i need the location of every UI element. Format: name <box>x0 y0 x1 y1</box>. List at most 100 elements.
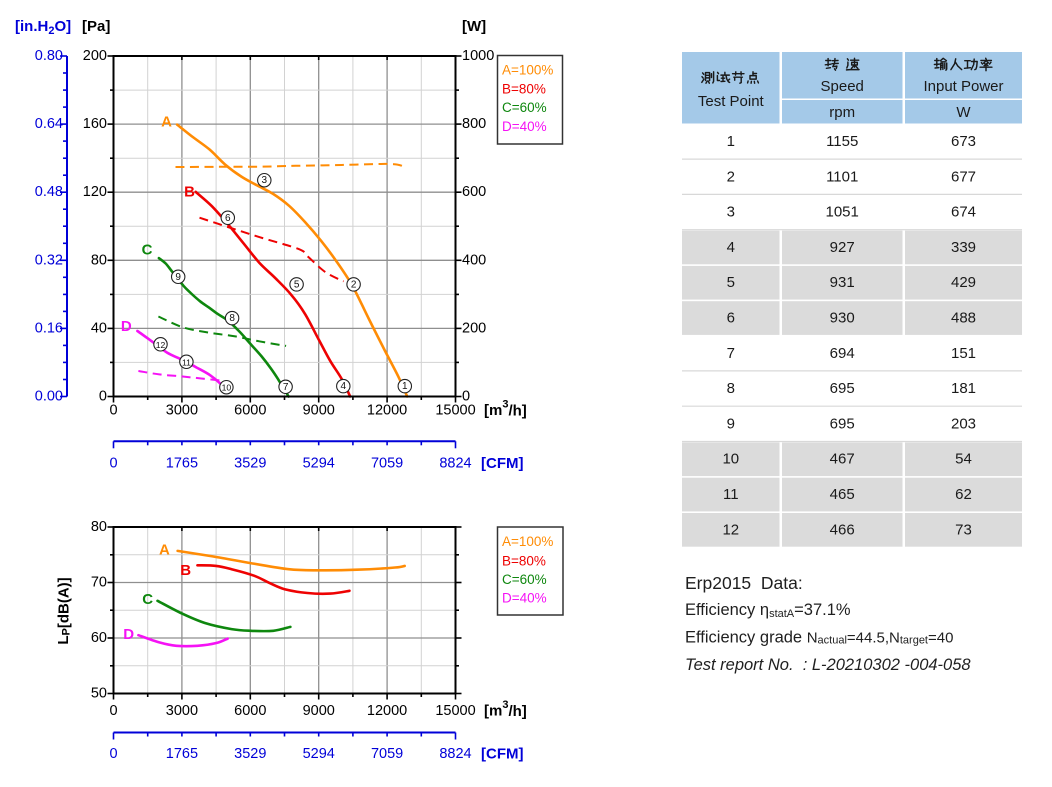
svg-text:5294: 5294 <box>303 746 335 762</box>
svg-text:1765: 1765 <box>166 456 198 472</box>
svg-text:677: 677 <box>951 168 976 185</box>
svg-text:A=100%: A=100% <box>502 63 553 78</box>
svg-text:[m3/h]: [m3/h] <box>484 699 527 720</box>
svg-text:Test report No. : L-20210302: Test report No. : L-20210302 -004-058 <box>685 656 971 674</box>
svg-text:[CFM]: [CFM] <box>481 455 523 472</box>
svg-text:[in.H2O]: [in.H2O] <box>15 18 71 37</box>
svg-text:80: 80 <box>91 252 107 268</box>
svg-text:A: A <box>161 114 172 131</box>
svg-text:1000: 1000 <box>462 48 494 64</box>
svg-text:0: 0 <box>462 389 470 405</box>
svg-text:429: 429 <box>951 274 976 291</box>
svg-text:11: 11 <box>723 486 739 503</box>
svg-text:0: 0 <box>99 389 107 405</box>
svg-text:7059: 7059 <box>371 746 403 762</box>
svg-text:40: 40 <box>91 320 107 336</box>
svg-text:4: 4 <box>727 239 735 256</box>
svg-text:[CFM]: [CFM] <box>481 746 523 763</box>
svg-text:1: 1 <box>402 381 408 392</box>
svg-text:1101: 1101 <box>826 168 858 185</box>
svg-text:600: 600 <box>462 184 486 200</box>
svg-text:695: 695 <box>830 380 855 397</box>
svg-text:3529: 3529 <box>234 746 266 762</box>
svg-text:9000: 9000 <box>303 703 335 719</box>
svg-text:Erp2015 Data:: Erp2015 Data: <box>685 573 803 593</box>
svg-text:2: 2 <box>351 279 357 290</box>
svg-text:9: 9 <box>727 415 735 432</box>
svg-text:62: 62 <box>955 486 972 503</box>
svg-text:1765: 1765 <box>166 746 198 762</box>
svg-text:467: 467 <box>830 451 855 468</box>
svg-text:W: W <box>956 104 971 121</box>
svg-text:160: 160 <box>83 116 107 132</box>
svg-text:12: 12 <box>722 521 739 538</box>
svg-text:0: 0 <box>109 456 117 472</box>
svg-text:694: 694 <box>830 345 855 362</box>
svg-text:7: 7 <box>283 382 289 393</box>
svg-text:8824: 8824 <box>439 746 471 762</box>
svg-text:B: B <box>184 184 195 201</box>
svg-text:60: 60 <box>91 630 107 646</box>
svg-text:1155: 1155 <box>826 133 858 150</box>
svg-text:673: 673 <box>951 133 976 150</box>
svg-text:70: 70 <box>91 575 107 591</box>
svg-text:B: B <box>180 562 191 579</box>
svg-text:3529: 3529 <box>234 456 266 472</box>
svg-text:5: 5 <box>294 279 300 290</box>
svg-text:927: 927 <box>830 239 855 256</box>
svg-text:3000: 3000 <box>166 703 198 719</box>
svg-text:50: 50 <box>91 686 107 702</box>
svg-text:Test Point: Test Point <box>698 93 765 110</box>
svg-text:6000: 6000 <box>234 703 266 719</box>
svg-text:674: 674 <box>951 204 976 221</box>
svg-text:6: 6 <box>225 213 231 224</box>
svg-text:4: 4 <box>341 381 347 392</box>
svg-text:LP[dB(A)]: LP[dB(A)] <box>55 577 73 644</box>
svg-text:9: 9 <box>175 272 181 283</box>
svg-text:0.64: 0.64 <box>35 116 63 132</box>
svg-text:0.80: 0.80 <box>35 48 63 64</box>
svg-text:181: 181 <box>951 380 976 397</box>
svg-text:10: 10 <box>722 451 739 468</box>
svg-text:12000: 12000 <box>367 403 407 419</box>
svg-text:C=60%: C=60% <box>502 100 547 115</box>
svg-text:15000: 15000 <box>435 703 475 719</box>
svg-text:54: 54 <box>955 451 972 468</box>
svg-text:[m3/h]: [m3/h] <box>484 399 527 420</box>
svg-text:11: 11 <box>182 357 191 367</box>
svg-text:15000: 15000 <box>435 403 475 419</box>
svg-text:12: 12 <box>156 340 166 350</box>
svg-text:A: A <box>159 542 170 559</box>
svg-text:8: 8 <box>229 313 235 324</box>
svg-text:73: 73 <box>955 521 972 538</box>
svg-text:6: 6 <box>727 310 735 327</box>
svg-text:120: 120 <box>83 184 107 200</box>
svg-text:200: 200 <box>83 48 107 64</box>
svg-text:8824: 8824 <box>439 456 471 472</box>
svg-text:466: 466 <box>830 521 855 538</box>
svg-text:0.32: 0.32 <box>35 252 63 268</box>
svg-text:5294: 5294 <box>303 456 335 472</box>
svg-text:Efficiency ηstatA=37.1%: Efficiency ηstatA=37.1% <box>685 601 851 620</box>
svg-text:0.16: 0.16 <box>35 320 63 336</box>
svg-text:rpm: rpm <box>829 104 855 121</box>
svg-text:[W]: [W] <box>462 18 486 35</box>
svg-text:3: 3 <box>262 175 268 186</box>
svg-text:3: 3 <box>727 204 735 221</box>
svg-text:151: 151 <box>951 345 976 362</box>
svg-text:C=60%: C=60% <box>502 572 547 587</box>
svg-text:Input Power: Input Power <box>923 78 1003 95</box>
svg-text:0: 0 <box>109 746 117 762</box>
svg-text:400: 400 <box>462 252 486 268</box>
svg-text:2: 2 <box>727 168 735 185</box>
svg-text:D=40%: D=40% <box>502 119 547 134</box>
svg-text:3000: 3000 <box>166 403 198 419</box>
svg-text:Speed: Speed <box>821 78 864 95</box>
svg-text:C: C <box>142 591 153 608</box>
svg-text:695: 695 <box>830 415 855 432</box>
svg-text:D: D <box>123 626 134 643</box>
svg-text:465: 465 <box>830 486 855 503</box>
svg-text:A=100%: A=100% <box>502 534 553 549</box>
svg-text:7059: 7059 <box>371 456 403 472</box>
svg-text:5: 5 <box>727 274 735 291</box>
